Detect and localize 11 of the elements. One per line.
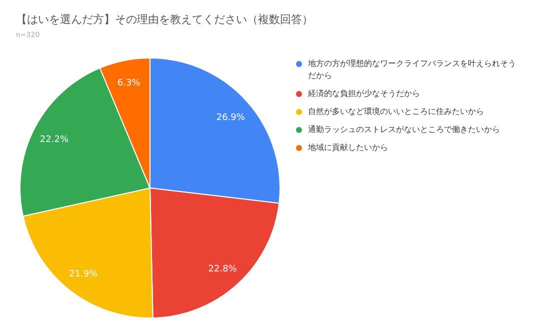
chart-title: 【はいを選んだ方】その理由を教えてください（複数回答）: [16, 12, 313, 27]
data-label: 26.9%: [216, 112, 246, 123]
legend-label: 地方の方が理想的なワークライフバランスを叶えられそうだから: [308, 59, 516, 80]
legend-label: 経済的な負担が少なそうだから: [308, 89, 420, 98]
legend-label: 自然が多いなど環境のいいところに住みたいから: [308, 107, 484, 116]
data-label: 22.8%: [208, 264, 238, 274]
legend-label: 通勤ラッシュのストレスがないところで働きたいから: [308, 125, 500, 134]
data-label: 6.3%: [117, 78, 141, 89]
legend-label: 地域に貢献したいから: [308, 143, 388, 152]
data-label: 22.2%: [40, 134, 69, 145]
data-label: 21.9%: [69, 269, 98, 280]
